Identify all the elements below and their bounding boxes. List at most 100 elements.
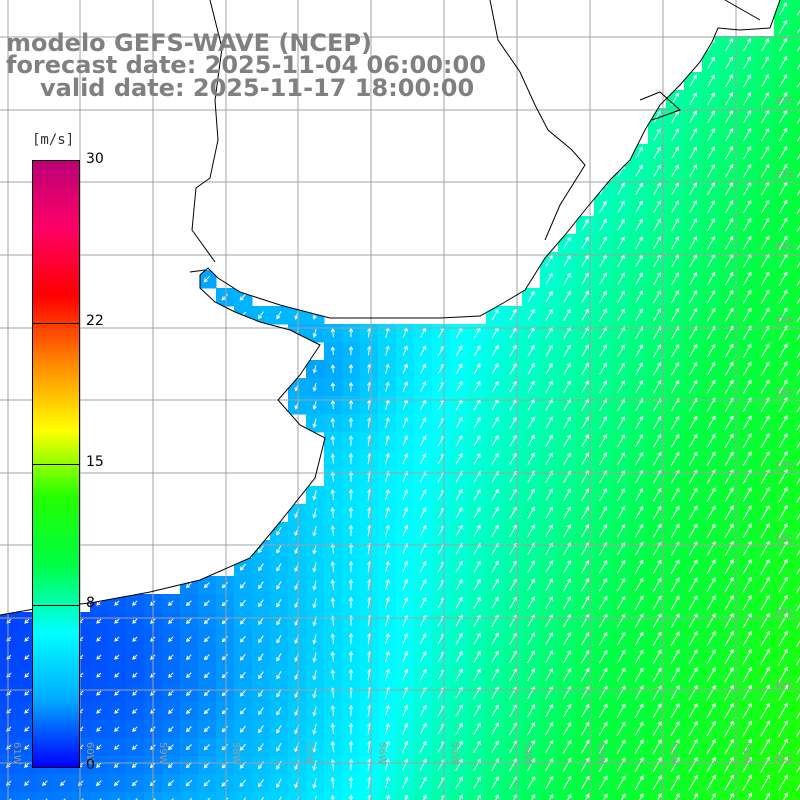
- wind-arrow: [635, 272, 643, 286]
- wind-arrow: [796, 567, 800, 575]
- wind-arrow: [527, 614, 535, 628]
- wind-arrow: [527, 722, 536, 736]
- wind-arrow: [258, 689, 264, 698]
- wind-speed-cell: [234, 792, 253, 800]
- wind-arrow: [670, 631, 680, 647]
- wind-arrow: [617, 236, 625, 249]
- wind-arrow: [581, 344, 589, 357]
- wind-arrow: [796, 387, 800, 395]
- wind-arrow: [509, 668, 517, 682]
- wind-arrow: [778, 361, 788, 377]
- wind-arrow: [330, 364, 336, 373]
- wind-arrow: [599, 416, 607, 430]
- wind-arrow: [384, 740, 390, 753]
- wind-arrow: [132, 708, 138, 714]
- wind-arrow: [616, 757, 626, 773]
- wind-arrow: [171, 797, 175, 800]
- wind-arrow: [258, 707, 264, 716]
- wind-arrow: [563, 254, 571, 267]
- wind-arrow: [688, 685, 698, 701]
- wind-arrow: [706, 487, 716, 503]
- wind-arrow: [742, 217, 752, 232]
- wind-arrow: [778, 720, 788, 737]
- wind-arrow: [724, 648, 734, 665]
- wind-arrow: [706, 289, 716, 304]
- wind-arrow: [616, 613, 626, 628]
- wind-arrow: [580, 667, 590, 682]
- wind-arrow: [581, 290, 589, 303]
- wind-arrow: [491, 704, 499, 718]
- wind-arrow: [760, 181, 770, 196]
- wind-arrow: [563, 272, 571, 285]
- wind-arrow: [688, 307, 698, 322]
- wind-arrow: [473, 596, 481, 609]
- wind-arrow: [706, 415, 716, 430]
- wind-arrow: [509, 578, 517, 591]
- wind-arrow: [778, 666, 788, 683]
- wind-arrow: [402, 596, 409, 609]
- wind-arrow: [616, 721, 626, 736]
- wind-arrow: [688, 667, 698, 683]
- wind-arrow: [455, 758, 463, 771]
- wind-arrow: [707, 110, 715, 124]
- wind-arrow: [473, 381, 481, 393]
- wind-arrow: [491, 309, 499, 321]
- wind-arrow: [545, 362, 553, 375]
- wind-arrow: [796, 693, 800, 701]
- wind-speed-cell: [792, 72, 800, 91]
- wind-arrow: [707, 74, 715, 88]
- wind-arrow: [185, 708, 192, 715]
- wind-arrow: [312, 400, 317, 410]
- wind-arrow: [778, 19, 788, 34]
- wind-arrow: [348, 650, 354, 663]
- wind-speed-cell: [792, 774, 800, 793]
- wind-arrow: [348, 578, 354, 591]
- wind-arrow: [724, 630, 734, 647]
- wind-arrow: [617, 452, 626, 466]
- wind-arrow: [634, 523, 644, 538]
- wind-arrow: [225, 797, 229, 800]
- wind-arrow: [724, 199, 734, 214]
- wind-arrow: [455, 578, 463, 591]
- wind-arrow: [473, 578, 481, 591]
- wind-arrow: [617, 416, 626, 430]
- wind-arrow: [652, 685, 662, 701]
- wind-arrow: [760, 343, 770, 359]
- wind-arrow: [634, 415, 644, 430]
- latitude-label: 41S: [774, 753, 793, 764]
- wind-arrow: [760, 505, 770, 521]
- wind-arrow: [742, 433, 752, 449]
- wind-arrow: [670, 361, 680, 376]
- wind-arrow: [185, 600, 192, 607]
- wind-arrow: [652, 505, 662, 520]
- wind-speed-cell: [162, 792, 181, 800]
- wind-arrow: [581, 434, 589, 448]
- wind-arrow: [96, 708, 102, 714]
- wind-arrow: [384, 722, 390, 735]
- wind-arrow: [402, 578, 409, 591]
- wind-arrow: [203, 654, 210, 661]
- wind-arrow: [689, 200, 697, 214]
- wind-arrow: [473, 668, 481, 681]
- wind-arrow: [725, 110, 734, 124]
- wind-arrow: [761, 56, 770, 70]
- wind-speed-cell: [252, 792, 271, 800]
- wind-arrow: [385, 435, 390, 447]
- wind-arrow: [473, 363, 481, 375]
- wind-arrow: [598, 667, 608, 682]
- wind-arrow: [545, 308, 553, 321]
- wind-arrow: [527, 344, 535, 357]
- wind-arrow: [96, 690, 102, 696]
- wind-arrow: [221, 779, 229, 787]
- longitude-label: 60W: [84, 742, 95, 765]
- wind-arrow: [385, 668, 390, 681]
- wind-arrow: [652, 595, 662, 610]
- wind-arrow: [348, 794, 354, 800]
- wind-arrow: [778, 504, 788, 521]
- wind-arrow: [671, 146, 679, 160]
- wind-speed-cell: [630, 792, 649, 800]
- wind-arrow: [562, 685, 572, 700]
- wind-speed-cell: [792, 90, 800, 109]
- wind-arrow: [491, 560, 499, 573]
- wind-arrow: [760, 235, 770, 250]
